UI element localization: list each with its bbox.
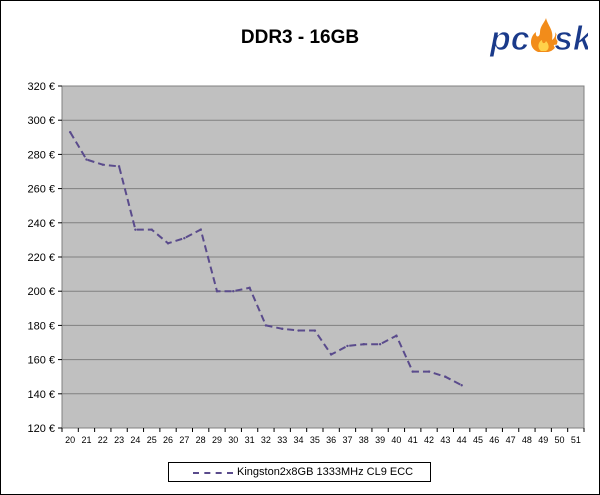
x-tick-label: 38 <box>359 435 369 445</box>
y-tick-label: 200 € <box>27 286 55 298</box>
y-tick-label: 260 € <box>27 184 55 196</box>
x-tick-label: 37 <box>342 435 352 445</box>
y-tick-label: 140 € <box>27 389 55 401</box>
x-tick-label: 24 <box>130 435 140 445</box>
x-tick-label: 43 <box>440 435 450 445</box>
y-tick-label: 220 € <box>27 252 55 264</box>
data-point <box>346 344 349 348</box>
data-point <box>85 158 88 161</box>
data-point <box>281 327 284 331</box>
data-point <box>313 329 317 332</box>
data-point <box>297 329 300 332</box>
x-tick-label: 40 <box>391 435 401 445</box>
data-point <box>150 228 153 231</box>
x-tick-label: 32 <box>261 435 271 445</box>
x-tick-label: 34 <box>294 435 304 445</box>
data-point <box>166 242 170 245</box>
x-tick-label: 49 <box>538 435 548 445</box>
x-tick-label: 44 <box>457 435 467 445</box>
x-tick-label: 35 <box>310 435 320 445</box>
svg-text:sk: sk <box>554 20 588 58</box>
x-tick-label: 30 <box>228 435 238 445</box>
x-tick-label: 48 <box>522 435 532 445</box>
x-tick-label: 51 <box>571 435 581 445</box>
x-tick-label: 47 <box>506 435 516 445</box>
data-point <box>460 384 463 387</box>
data-point <box>183 236 186 240</box>
y-tick-label: 320 € <box>27 81 55 93</box>
y-tick-label: 120 € <box>27 423 55 435</box>
data-point <box>199 228 202 231</box>
x-tick-label: 33 <box>277 435 287 445</box>
data-point <box>134 228 137 231</box>
x-tick-label: 41 <box>408 435 418 445</box>
x-tick-label: 25 <box>147 435 157 445</box>
data-point <box>329 353 333 356</box>
chart-title: DDR3 - 16GB <box>240 27 360 48</box>
x-tick-label: 36 <box>326 435 336 445</box>
pcask-logo: pc sk <box>489 18 588 59</box>
y-tick-label: 180 € <box>27 320 55 332</box>
data-point <box>378 343 382 346</box>
data-point <box>68 130 72 134</box>
x-tick-label: 26 <box>163 435 173 445</box>
legend: Kingston2x8GB 1333MHz CL9 ECC <box>168 462 431 482</box>
y-tick-label: 280 € <box>27 149 55 161</box>
x-tick-label: 39 <box>375 435 385 445</box>
x-tick-label: 22 <box>98 435 108 445</box>
x-tick-label: 23 <box>114 435 124 445</box>
x-tick-label: 46 <box>489 435 499 445</box>
data-point <box>248 286 251 289</box>
legend-label: Kingston2x8GB 1333MHz CL9 ECC <box>237 466 414 478</box>
data-point <box>395 334 398 337</box>
x-tick-label: 45 <box>473 435 483 445</box>
data-point <box>444 375 447 378</box>
data-point <box>362 343 365 346</box>
legend-swatch <box>193 472 233 474</box>
x-tick-label: 28 <box>196 435 206 445</box>
svg-text:pc: pc <box>489 20 530 58</box>
data-point <box>101 163 104 166</box>
x-tick-label: 20 <box>65 435 75 445</box>
data-point <box>232 290 235 293</box>
data-point <box>411 370 414 373</box>
x-tick-label: 42 <box>424 435 434 445</box>
y-tick-label: 300 € <box>27 115 55 127</box>
x-tick-label: 50 <box>555 435 565 445</box>
data-point <box>117 165 121 168</box>
x-tick-label: 21 <box>81 435 91 445</box>
x-tick-label: 27 <box>179 435 189 445</box>
y-tick-label: 160 € <box>27 355 55 367</box>
y-tick-label: 240 € <box>27 218 55 230</box>
data-point <box>215 290 219 293</box>
data-point <box>264 324 268 327</box>
x-tick-label: 31 <box>245 435 255 445</box>
x-tick-label: 29 <box>212 435 222 445</box>
data-point <box>427 370 431 373</box>
